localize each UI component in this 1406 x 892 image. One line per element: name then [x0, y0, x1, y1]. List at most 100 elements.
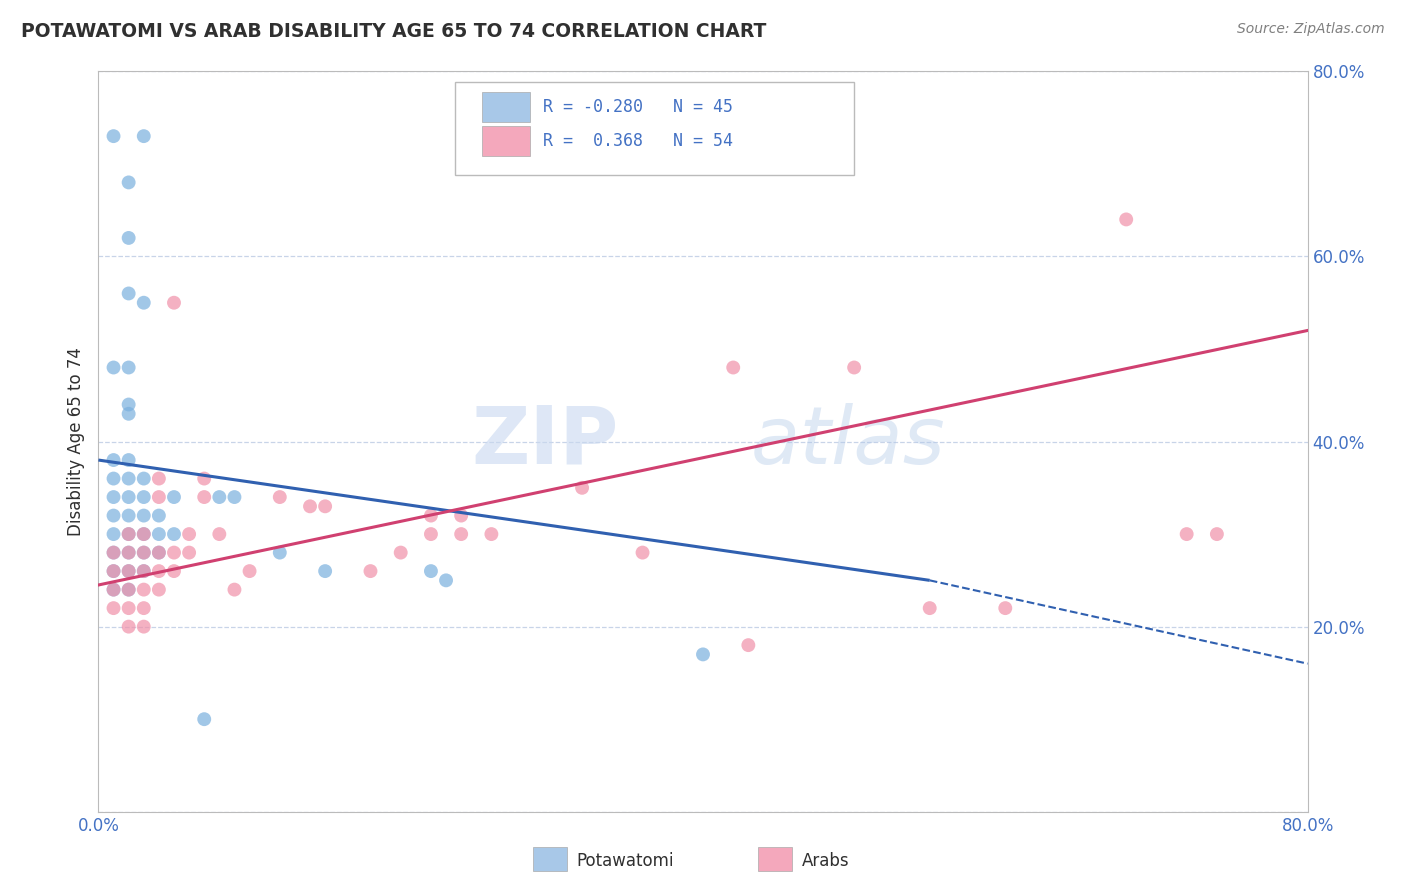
Text: R = -0.280   N = 45: R = -0.280 N = 45 — [543, 98, 734, 116]
FancyBboxPatch shape — [456, 82, 855, 175]
Point — [132, 601, 155, 615]
Point — [420, 527, 443, 541]
Point — [132, 619, 155, 633]
Point — [163, 545, 186, 560]
Point — [118, 564, 141, 578]
Point — [239, 564, 262, 578]
Point — [163, 490, 186, 504]
Point — [1206, 527, 1229, 541]
Point — [994, 601, 1017, 615]
Point — [420, 564, 443, 578]
Point — [208, 490, 231, 504]
Point — [132, 545, 155, 560]
Point — [269, 490, 291, 504]
Point — [179, 545, 201, 560]
Point — [118, 582, 141, 597]
Point — [103, 582, 125, 597]
Point — [299, 500, 322, 514]
Point — [103, 564, 125, 578]
Point — [193, 472, 215, 486]
Text: Source: ZipAtlas.com: Source: ZipAtlas.com — [1237, 22, 1385, 37]
Point — [269, 545, 291, 560]
FancyBboxPatch shape — [482, 126, 530, 156]
Point — [1175, 527, 1198, 541]
FancyBboxPatch shape — [482, 92, 530, 121]
Point — [132, 490, 155, 504]
Point — [434, 574, 457, 588]
Point — [103, 601, 125, 615]
Point — [132, 129, 155, 144]
Point — [148, 472, 170, 486]
Point — [118, 582, 141, 597]
Point — [723, 360, 745, 375]
Point — [118, 453, 141, 467]
Point — [103, 527, 125, 541]
Point — [118, 490, 141, 504]
Point — [571, 481, 593, 495]
Point — [163, 564, 186, 578]
Point — [450, 527, 472, 541]
Point — [118, 564, 141, 578]
Point — [586, 138, 609, 153]
Point — [103, 490, 125, 504]
Point — [118, 286, 141, 301]
Point — [450, 508, 472, 523]
Y-axis label: Disability Age 65 to 74: Disability Age 65 to 74 — [67, 347, 86, 536]
Point — [132, 527, 155, 541]
Text: atlas: atlas — [751, 402, 945, 481]
Point — [103, 545, 125, 560]
Point — [844, 360, 866, 375]
Point — [118, 398, 141, 412]
Text: POTAWATOMI VS ARAB DISABILITY AGE 65 TO 74 CORRELATION CHART: POTAWATOMI VS ARAB DISABILITY AGE 65 TO … — [21, 22, 766, 41]
Point — [132, 527, 155, 541]
Point — [118, 360, 141, 375]
Point — [118, 527, 141, 541]
Point — [163, 527, 186, 541]
Point — [314, 564, 336, 578]
Point — [208, 527, 231, 541]
Point — [148, 490, 170, 504]
Point — [118, 231, 141, 245]
Point — [118, 601, 141, 615]
Point — [132, 508, 155, 523]
Point — [631, 545, 654, 560]
Point — [360, 564, 382, 578]
Point — [118, 545, 141, 560]
Point — [148, 545, 170, 560]
Point — [103, 360, 125, 375]
Point — [132, 545, 155, 560]
Point — [132, 564, 155, 578]
Point — [224, 582, 246, 597]
Text: R =  0.368   N = 54: R = 0.368 N = 54 — [543, 132, 734, 150]
Text: ZIP: ZIP — [471, 402, 619, 481]
Point — [132, 295, 155, 310]
Point — [193, 712, 215, 726]
Point — [1115, 212, 1137, 227]
Point — [118, 508, 141, 523]
Point — [737, 638, 759, 652]
Point — [118, 545, 141, 560]
Point — [103, 453, 125, 467]
Point — [314, 500, 336, 514]
Point — [132, 582, 155, 597]
Point — [148, 508, 170, 523]
Point — [103, 564, 125, 578]
Point — [148, 582, 170, 597]
Point — [389, 545, 412, 560]
Point — [118, 175, 141, 190]
Point — [118, 407, 141, 421]
Point — [103, 582, 125, 597]
Point — [103, 508, 125, 523]
Point — [224, 490, 246, 504]
Point — [148, 545, 170, 560]
Point — [148, 564, 170, 578]
Point — [163, 295, 186, 310]
Point — [118, 527, 141, 541]
Point — [118, 619, 141, 633]
Point — [420, 508, 443, 523]
Point — [132, 564, 155, 578]
Point — [132, 472, 155, 486]
Point — [103, 472, 125, 486]
Point — [918, 601, 941, 615]
Text: Arabs: Arabs — [801, 852, 849, 870]
